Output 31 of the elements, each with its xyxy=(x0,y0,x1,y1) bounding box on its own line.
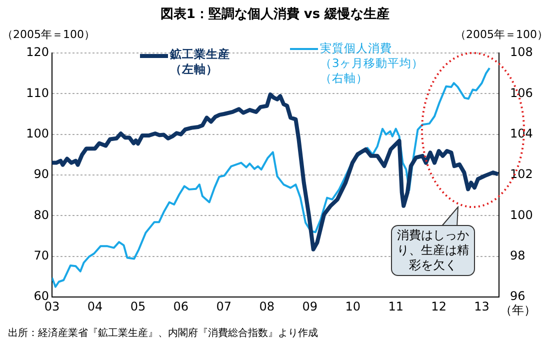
x-tick-label: 05 xyxy=(130,299,146,314)
y2-tick-label: 100 xyxy=(510,208,533,222)
y2-tick-label: 96 xyxy=(510,289,526,304)
y-tick-label: 70 xyxy=(34,248,49,262)
y2-axis-title: （2005年＝100） xyxy=(455,27,548,42)
x-axis-title: （年） xyxy=(500,302,536,319)
x-tick-label: 06 xyxy=(173,299,189,314)
y-tick-label: 80 xyxy=(34,208,49,222)
x-tick-label: 10 xyxy=(345,299,361,314)
y-tick-label: 120 xyxy=(26,45,49,60)
y-tick-label: 100 xyxy=(26,126,49,140)
legend-label: 実質個人消費（3ヶ月移動平均）（右軸） xyxy=(320,41,424,86)
y-tick-label: 110 xyxy=(26,86,49,100)
x-tick-label: 04 xyxy=(87,299,103,314)
x-tick-label: 08 xyxy=(259,299,275,314)
annotation: 消費はしっかり、生産は精彩を欠く xyxy=(391,225,475,276)
chart-title: 図表1：堅調な個人消費 vs 緩慢な生産 xyxy=(159,6,391,23)
x-tick-label: 03 xyxy=(44,299,60,314)
y2-tick-label: 108 xyxy=(510,45,533,60)
y2-tick-label: 102 xyxy=(510,167,533,182)
y-tick-label: 90 xyxy=(34,167,49,182)
y-axis-title: （2005年＝100） xyxy=(2,27,95,42)
legend-label: 鉱工業生産（左軸） xyxy=(170,47,230,77)
x-tick-label: 12 xyxy=(431,299,446,314)
x-tick-label: 07 xyxy=(216,299,232,314)
y2-tick-label: 98 xyxy=(510,248,526,262)
x-tick-label: 13 xyxy=(474,299,490,314)
y2-tick-label: 106 xyxy=(510,86,533,100)
text: 出所：経済産業省『鉱工業生産』、内閣府『消費総合指数』より作成 xyxy=(8,326,318,340)
x-tick-label: 09 xyxy=(302,299,318,314)
x-tick-label: 11 xyxy=(388,299,404,314)
